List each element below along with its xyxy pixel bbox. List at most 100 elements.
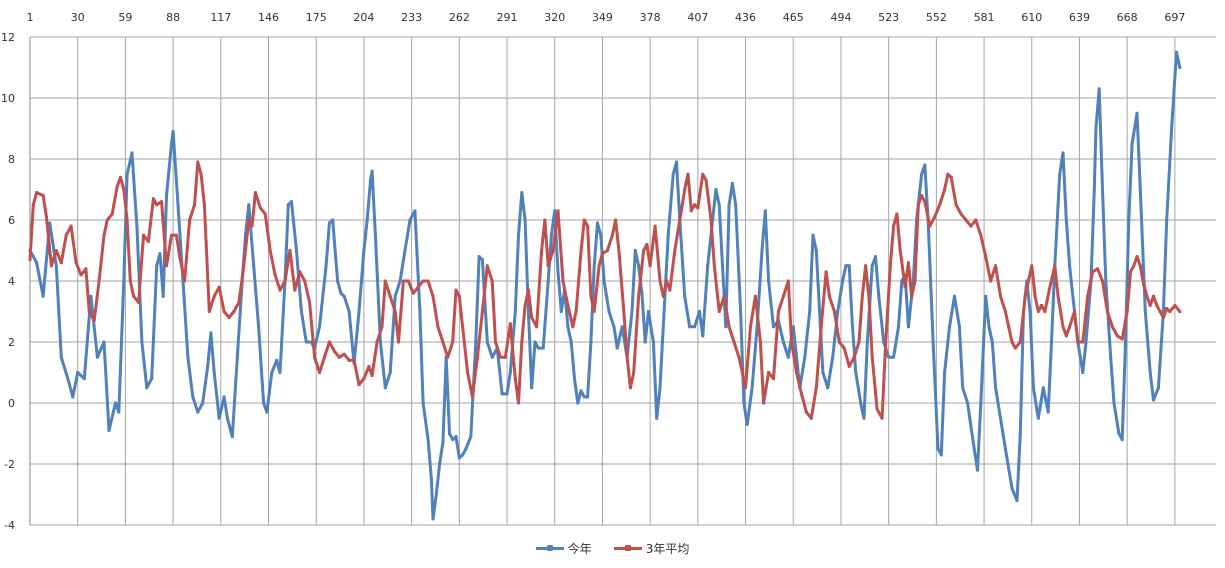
series-1-point	[35, 191, 38, 194]
series-1-point	[431, 294, 435, 298]
series-1-point	[574, 310, 578, 313]
series-1-point	[151, 197, 155, 201]
series-0-point	[513, 310, 517, 313]
series-1-point	[258, 206, 262, 210]
series-0-point	[209, 331, 213, 335]
series-1-point	[999, 294, 1002, 298]
series-0-point	[383, 386, 387, 390]
legend-item-3yr-avg[interactable]: 3年平均	[613, 540, 689, 557]
series-1-point	[293, 288, 297, 292]
series-0-point	[786, 355, 790, 359]
series-0-point	[663, 294, 667, 298]
series-1-point	[227, 316, 231, 319]
series-0-point	[403, 249, 407, 252]
series-0-point	[212, 371, 216, 374]
series-0-point	[760, 249, 764, 252]
legend-item-this-year[interactable]: 今年	[535, 540, 592, 557]
series-0-point	[994, 386, 997, 390]
x-tick-label: 30	[71, 11, 85, 24]
series-1-point	[1115, 334, 1119, 338]
series-1-point	[119, 175, 122, 179]
series-0-point	[573, 377, 576, 380]
series-0-point	[230, 435, 234, 438]
series-0-point	[533, 340, 537, 344]
series-0-point	[469, 435, 473, 438]
series-1-point	[1091, 270, 1095, 274]
series-0-point	[877, 294, 881, 298]
series-0-point	[186, 355, 190, 359]
series-1-point	[147, 239, 150, 243]
series-1-point	[1145, 294, 1149, 298]
y-tick-label: 8	[8, 153, 15, 166]
series-1-point	[530, 316, 534, 319]
series-1-point	[790, 340, 794, 344]
series-0-point	[972, 447, 976, 451]
series-0-point	[206, 365, 210, 368]
series-0-point	[490, 355, 494, 359]
x-tick-label: 407	[687, 11, 708, 24]
series-0-point	[633, 249, 637, 252]
series-1-point	[589, 294, 593, 298]
series-0-point	[485, 340, 489, 344]
series-1-point	[689, 209, 693, 213]
series-0-point	[59, 355, 63, 359]
series-1-point	[188, 218, 191, 222]
series-0-point	[457, 456, 461, 460]
series-0-point	[309, 340, 313, 344]
series-1-point	[1007, 325, 1011, 329]
series-1-point	[1096, 267, 1099, 271]
series-0-point	[847, 264, 851, 268]
series-1-point	[1148, 304, 1152, 307]
series-0-point	[589, 340, 593, 344]
series-0-point	[342, 294, 346, 298]
series-lines	[28, 50, 1182, 521]
series-1-point	[556, 209, 560, 213]
series-0-point	[1117, 432, 1121, 435]
series-0-point	[706, 264, 710, 268]
series-1-point	[485, 264, 489, 268]
series-1-point	[115, 185, 119, 188]
series-0-point	[191, 395, 195, 399]
series-0-point	[987, 325, 991, 329]
series-0-point	[566, 325, 570, 329]
series-1-point	[178, 255, 182, 258]
series-1-point	[250, 224, 254, 228]
series-0-point	[1175, 50, 1178, 54]
series-1-point	[832, 310, 836, 313]
series-1-point	[786, 279, 790, 283]
x-tick-label: 88	[166, 11, 180, 24]
series-1-point	[916, 203, 920, 207]
series-1-point	[397, 340, 400, 344]
x-tick-label: 610	[1021, 11, 1042, 24]
series-1-point	[406, 279, 410, 283]
series-0-point	[265, 410, 269, 414]
series-1-point	[837, 340, 841, 344]
series-1-point	[754, 294, 757, 298]
series-0-point	[165, 194, 168, 197]
series-1-point	[892, 224, 895, 228]
x-tick-label: 494	[830, 11, 851, 24]
series-1-point	[964, 218, 968, 222]
series-0-point	[89, 294, 93, 298]
series-0-point	[135, 224, 139, 228]
series-1-point	[824, 270, 828, 274]
y-tick-label: 2	[8, 336, 15, 349]
series-1-point	[758, 340, 762, 344]
series-0-point	[836, 310, 840, 313]
series-0-point	[666, 233, 670, 237]
series-0-point	[1152, 398, 1155, 402]
series-1-point	[347, 358, 351, 362]
series-0-point	[1036, 416, 1040, 420]
series-1-point	[362, 377, 366, 380]
series-1-point	[28, 258, 32, 262]
legend: 今年 3年平均	[0, 540, 1225, 557]
series-0-point	[431, 517, 435, 521]
series-0-point	[421, 401, 425, 405]
series-1-point	[1110, 325, 1114, 329]
series-0-point	[331, 218, 335, 222]
series-1-point	[828, 294, 831, 298]
series-0-point	[170, 142, 173, 146]
series-1-point	[614, 218, 617, 222]
series-1-point	[665, 279, 668, 283]
series-0-point	[714, 188, 718, 191]
